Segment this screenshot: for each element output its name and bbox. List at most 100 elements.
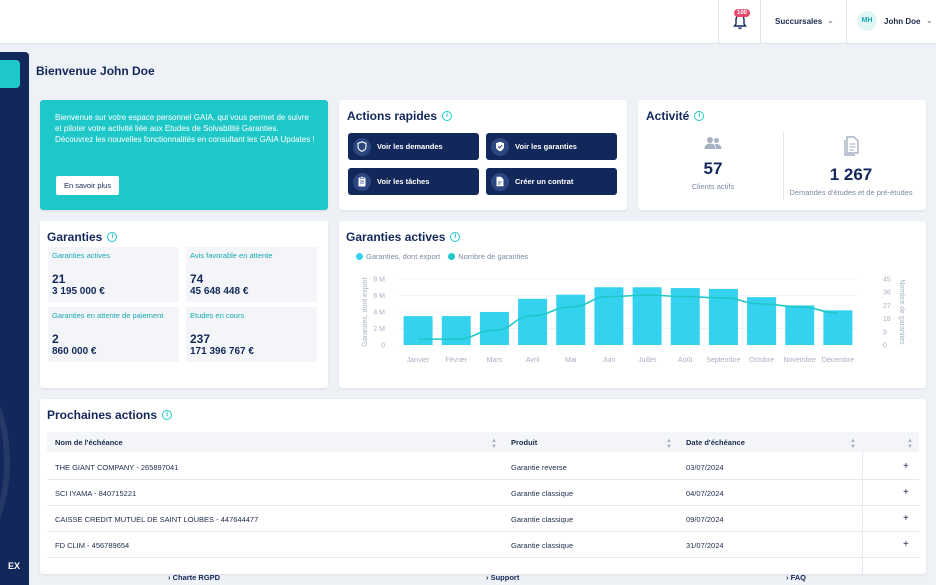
chart-bar[interactable] [823, 310, 853, 345]
chart-bar[interactable] [785, 305, 815, 345]
sort-icon[interactable]: ▲ ▼ [907, 438, 913, 450]
table-row[interactable]: FD CLIM - 456789654 Garantie classique 31/… [47, 532, 919, 558]
y2-tick-label: 18 [883, 316, 891, 323]
y-tick-label: 6 M [373, 293, 385, 300]
quick-actions-card: Actions rapides i Voir les demandes Voir… [339, 100, 627, 210]
x-tick-label: Août [678, 357, 692, 364]
chevron-down-icon[interactable]: ⌄ [827, 16, 834, 25]
stat-label: Avis favorable en attente [190, 251, 273, 260]
chart-line-series[interactable] [418, 294, 838, 340]
column-header-product[interactable]: Produit [511, 438, 538, 447]
page-title: Bienvenue John Doe [36, 64, 155, 78]
column-header-name[interactable]: Nom de l'échéance [55, 438, 123, 447]
row-name: SCI IYAMA - 840715221 [55, 489, 137, 498]
footer-link-support[interactable]: › Support [486, 573, 520, 582]
expand-row-button[interactable]: + [903, 461, 909, 472]
requests-value: 1 267 [829, 165, 873, 184]
x-tick-label: Septembre [706, 357, 740, 364]
avatar[interactable]: MH [857, 11, 877, 31]
x-tick-label: Novembre [784, 357, 816, 364]
documents-icon [844, 136, 859, 156]
branch-selector[interactable]: Succursales [775, 17, 823, 26]
sort-icon[interactable]: ▲ ▼ [491, 438, 497, 450]
chart-bar[interactable] [632, 287, 662, 345]
view-guarantees-button[interactable]: Voir les garanties [486, 133, 617, 160]
clipboard-icon [353, 172, 371, 191]
chart-title: Garanties actives [346, 230, 446, 244]
row-name: THE GIANT COMPANY - 265897041 [55, 463, 179, 472]
y-tick-label: 4 M [373, 310, 385, 317]
activity-card: Activité i 57 Clients actifs 1 267 Deman… [638, 100, 926, 210]
row-name: FD CLIM - 456789654 [55, 541, 130, 550]
sidebar-active-item[interactable] [0, 60, 20, 88]
legend-item-bars[interactable]: Garanties, dont export [356, 252, 440, 261]
notification-badge: 100 [734, 9, 751, 17]
topbar-divider [718, 0, 719, 44]
info-icon[interactable]: i [162, 410, 173, 420]
learn-more-button[interactable]: En savoir plus [56, 176, 120, 195]
footer-link-rgpd[interactable]: › Charte RGPD [168, 573, 221, 582]
table-row[interactable]: THE GIANT COMPANY - 265897041 Garantie re… [47, 454, 919, 480]
view-tasks-button[interactable]: Voir les tâches [348, 168, 479, 195]
chevron-down-icon[interactable]: ⌄ [926, 16, 933, 25]
chart-bar[interactable] [556, 294, 586, 345]
sidebar-decoration [0, 382, 10, 542]
shield-check-icon [491, 137, 509, 156]
sidebar-exit-button[interactable]: EX [8, 561, 21, 571]
column-header-date[interactable]: Date d'échéance [686, 438, 745, 447]
info-icon[interactable]: i [107, 232, 118, 242]
legend-item-line[interactable]: Nombre de garanties [448, 252, 528, 261]
chart-bar[interactable] [441, 316, 471, 345]
sort-icon[interactable]: ▲ ▼ [850, 438, 856, 450]
legend-swatch [356, 253, 363, 260]
guarantee-stat-active[interactable]: Garanties actives 21 3 195 000 € [48, 247, 179, 302]
next-actions-header: Prochaines actions i [47, 408, 173, 422]
guarantee-stat-studies[interactable]: Etudes en cours 237 171 396 767 € [186, 307, 317, 362]
column-divider [862, 452, 863, 574]
user-name[interactable]: John Doe [884, 17, 921, 26]
requests-stat: 1 267 Demandes d'études et de pré-études [786, 136, 916, 198]
active-clients-label: Clients actifs [691, 182, 735, 191]
footer-link-label: Charte RGPD [172, 573, 221, 582]
table-row[interactable]: SCI IYAMA - 840715221 Garantie classique 0… [47, 480, 919, 506]
chart-bar[interactable] [518, 298, 548, 345]
guarantee-stat-pending-payment[interactable]: Garanties en attente de paiement 2 860 0… [48, 307, 179, 362]
stat-amount: 860 000 € [52, 346, 97, 357]
chart-bar[interactable] [403, 316, 433, 345]
footer-link-faq[interactable]: › FAQ [786, 573, 807, 582]
activity-divider [783, 132, 784, 200]
row-name: CAISSE CREDIT MUTUEL DE SAINT LOUBES - 4… [55, 515, 259, 524]
y2-tick-label: 0 [883, 343, 887, 350]
expand-row-button[interactable]: + [903, 513, 909, 524]
x-tick-label: Juin [602, 357, 615, 364]
stat-label: Garanties actives [52, 251, 110, 260]
view-tasks-label: Voir les tâches [377, 177, 430, 186]
expand-row-button[interactable]: + [903, 487, 909, 498]
table-row[interactable]: CAISSE CREDIT MUTUEL DE SAINT LOUBES - 4… [47, 506, 919, 532]
guarantees-card: Garanties i Garanties actives 21 3 195 0… [40, 221, 328, 388]
x-tick-label: Octobre [749, 357, 774, 364]
y-tick-label: 0 [381, 343, 385, 350]
expand-row-button[interactable]: + [903, 539, 909, 550]
row-date: 04/07/2024 [686, 489, 724, 498]
x-tick-label: Janvier [407, 357, 430, 364]
footer-link-label: Support [490, 573, 520, 582]
row-product: Garantie classique [511, 515, 574, 524]
info-icon[interactable]: i [442, 111, 453, 121]
info-icon[interactable]: i [694, 111, 705, 121]
create-contract-button[interactable]: Créer un contrat [486, 168, 617, 195]
top-bar: 100 Succursales ⌄ MH John Doe ⌄ [0, 0, 936, 44]
info-icon[interactable]: i [450, 232, 461, 242]
active-guarantees-chart-card: Garanties actives i Garanties, dont expo… [339, 221, 926, 388]
next-actions-title: Prochaines actions [47, 408, 158, 422]
sort-icon[interactable]: ▲ ▼ [666, 438, 672, 450]
stat-label: Etudes en cours [190, 311, 245, 320]
y2-tick-label: 9 [883, 329, 887, 336]
stat-count: 237 [190, 332, 211, 346]
stat-count: 21 [52, 272, 66, 286]
y2-tick-label: 27 [883, 303, 891, 310]
view-requests-button[interactable]: Voir les demandes [348, 133, 479, 160]
guarantee-stat-favorable[interactable]: Avis favorable en attente 74 45 648 448 … [186, 247, 317, 302]
chart-bar[interactable] [747, 297, 777, 345]
row-product: Garantie classique [511, 489, 574, 498]
